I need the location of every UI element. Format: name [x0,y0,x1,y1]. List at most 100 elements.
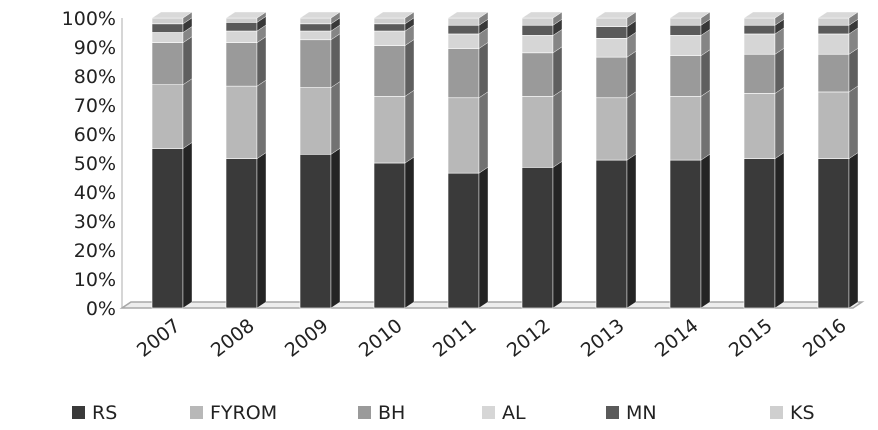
x-tick-label: 2016 [799,315,851,362]
bar-segment-KS-2009 [299,11,341,25]
bar-MN-2008 [225,22,258,32]
bar-AL-2015 [743,33,776,55]
bar-segment-AL-2011 [447,27,489,49]
bar-MN-2009 [299,23,332,32]
y-tick-label: 80% [74,66,116,88]
bar-side-BH-2011 [478,42,489,99]
bar-side-FYROM-2008 [256,79,267,160]
bar-side-BH-2016 [848,47,859,93]
bar-side-BH-2012 [552,46,563,97]
x-tick-label: 2007 [133,315,185,362]
bar-stack-2014 [669,11,711,309]
legend-item-KS: KS [770,402,815,424]
y-tick-label: 30% [74,211,116,233]
bar-side-FYROM-2015 [774,87,785,160]
bar-RS-2014 [669,159,702,309]
bar-side-RS-2016 [848,152,859,309]
bar-segment-RS-2014 [669,153,711,309]
bar-segment-KS-2016 [817,11,859,26]
bar-MN-2011 [447,24,480,35]
y-tick-label: 50% [74,153,116,175]
bar-segment-BH-2009 [299,33,341,88]
bar-RS-2013 [595,159,628,309]
bar-KS-2009 [299,17,332,25]
legend-item-RS: RS [72,402,117,424]
bar-RS-2007 [151,148,184,309]
legend-swatch [190,406,203,419]
bar-FYROM-2015 [743,93,776,159]
bar-KS-2011 [447,17,480,26]
bar-segment-AL-2014 [669,29,711,57]
bar-segment-FYROM-2010 [373,89,415,164]
bar-FYROM-2009 [299,87,332,155]
bar-top-2010 [373,11,415,19]
x-tick-label: 2012 [503,315,555,362]
bar-segment-BH-2015 [743,47,785,94]
bar-AL-2008 [225,30,258,43]
y-tick-label: 20% [74,240,116,262]
bar-top-2012 [521,11,563,19]
bar-side-FYROM-2012 [552,89,563,168]
bar-KS-2010 [373,17,406,25]
bar-FYROM-2014 [669,96,702,161]
bar-KS-2014 [669,17,702,26]
legend-item-MN: MN [606,402,657,424]
bar-side-BH-2015 [774,47,785,94]
bar-FYROM-2007 [151,84,184,149]
bar-top-2011 [447,11,489,19]
bar-RS-2008 [225,158,258,309]
bar-RS-2009 [299,154,332,309]
bar-KS-2012 [521,17,554,26]
bar-segment-KS-2012 [521,11,563,26]
bar-side-RS-2007 [182,142,193,309]
legend: RS FYROM BH AL MN KS [72,402,815,424]
bar-AL-2013 [595,37,628,58]
bar-AL-2014 [669,35,702,57]
y-tick-label: 0% [86,298,116,320]
bar-segment-RS-2008 [225,152,267,309]
y-tick-label: 70% [74,95,116,117]
bar-side-FYROM-2009 [330,81,341,155]
bar-FYROM-2012 [521,96,554,168]
bar-side-FYROM-2007 [182,78,193,149]
bar-BH-2010 [373,45,406,97]
plot-wall-edge [121,18,132,309]
bar-BH-2008 [225,42,258,87]
bar-stack-2010 [373,11,415,309]
bar-side-FYROM-2011 [478,91,489,174]
legend-swatch [72,406,85,419]
bar-segment-BH-2016 [817,47,859,93]
bar-segment-AL-2012 [521,29,563,54]
y-tick-label: 90% [74,37,116,59]
bar-top-2014 [669,11,711,19]
bar-segment-KS-2011 [447,11,489,26]
x-tick-label: 2010 [355,315,407,362]
bar-AL-2009 [299,30,332,41]
legend-swatch [770,406,783,419]
bar-side-RS-2011 [478,166,489,309]
bar-MN-2010 [373,23,406,32]
bar-stack-2013 [595,11,637,309]
bar-MN-2012 [521,24,554,36]
bar-segment-FYROM-2015 [743,87,785,160]
bar-stack-2015 [743,11,785,309]
bar-side-BH-2008 [256,36,267,87]
bar-stack-2011 [447,11,489,309]
bar-segment-RS-2009 [299,147,341,309]
bar-segment-AL-2013 [595,31,637,58]
bar-RS-2010 [373,162,406,309]
bar-segment-BH-2007 [151,36,193,86]
bar-segment-FYROM-2016 [817,85,859,160]
x-tick-label: 2015 [725,315,777,362]
bar-segment-RS-2015 [743,152,785,309]
bar-side-BH-2014 [700,49,711,97]
y-tick-label: 40% [74,182,116,204]
bar-segment-KS-2008 [225,11,267,23]
bar-MN-2015 [743,24,776,35]
bar-MN-2007 [151,23,184,33]
y-tick-label: 100% [62,8,116,30]
bar-BH-2014 [669,55,702,97]
bar-top-2015 [743,11,785,19]
bar-AL-2010 [373,30,406,46]
bar-side-BH-2007 [182,36,193,86]
